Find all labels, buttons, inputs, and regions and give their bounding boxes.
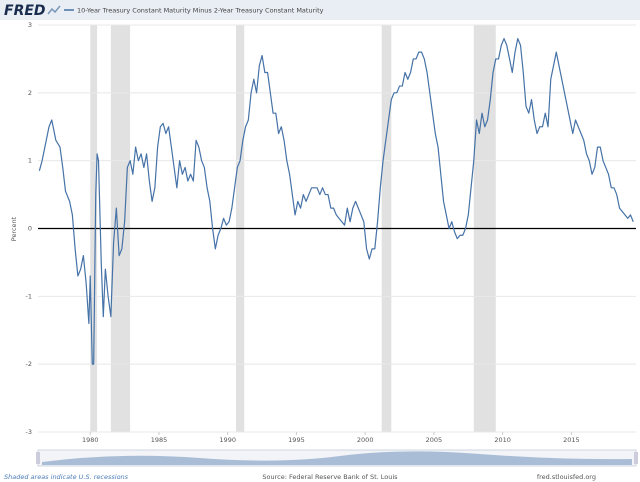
logo: FRED: [4, 3, 46, 19]
plot-area: -3 -2 -1 0 1 2 3 1980 1985 1990 1995 2000 2005 2010 20…: [26, 21, 636, 444]
x-tick-label: 1995: [288, 436, 305, 444]
source: Source: Federal Reserve Bank of St. Loui…: [262, 473, 398, 481]
y-tick-label: 2: [28, 89, 32, 97]
x-tick-label: 2010: [494, 436, 511, 444]
x-tick-label: 2015: [563, 436, 580, 444]
navigator-handle[interactable]: [634, 452, 638, 464]
y-axis-label: Percent: [10, 216, 18, 241]
x-tick-label: 1990: [219, 436, 236, 444]
y-tick-label: 1: [28, 157, 32, 165]
y-tick-label: -2: [26, 360, 32, 368]
recession-note: Shaded areas indicate U.S. recessions: [4, 473, 129, 481]
x-tick-label: 1985: [151, 436, 168, 444]
legend-label: 10-Year Treasury Constant Maturity Minus…: [77, 7, 324, 15]
x-tick-label: 2000: [357, 436, 374, 444]
x-tick-label: 2005: [426, 436, 443, 444]
url[interactable]: fred.stlouisfed.org: [537, 473, 596, 481]
y-tick-label: -1: [26, 292, 32, 300]
logo-icon: [47, 5, 61, 15]
y-tick-label: -3: [26, 428, 32, 436]
series-line: [38, 37, 634, 365]
header-bar: [0, 0, 640, 20]
y-tick-label: 3: [28, 21, 32, 29]
x-tick-label: 1980: [82, 436, 99, 444]
navigator-handle[interactable]: [36, 452, 40, 464]
navigator-shape: [42, 451, 632, 465]
y-tick-label: 0: [28, 225, 32, 233]
